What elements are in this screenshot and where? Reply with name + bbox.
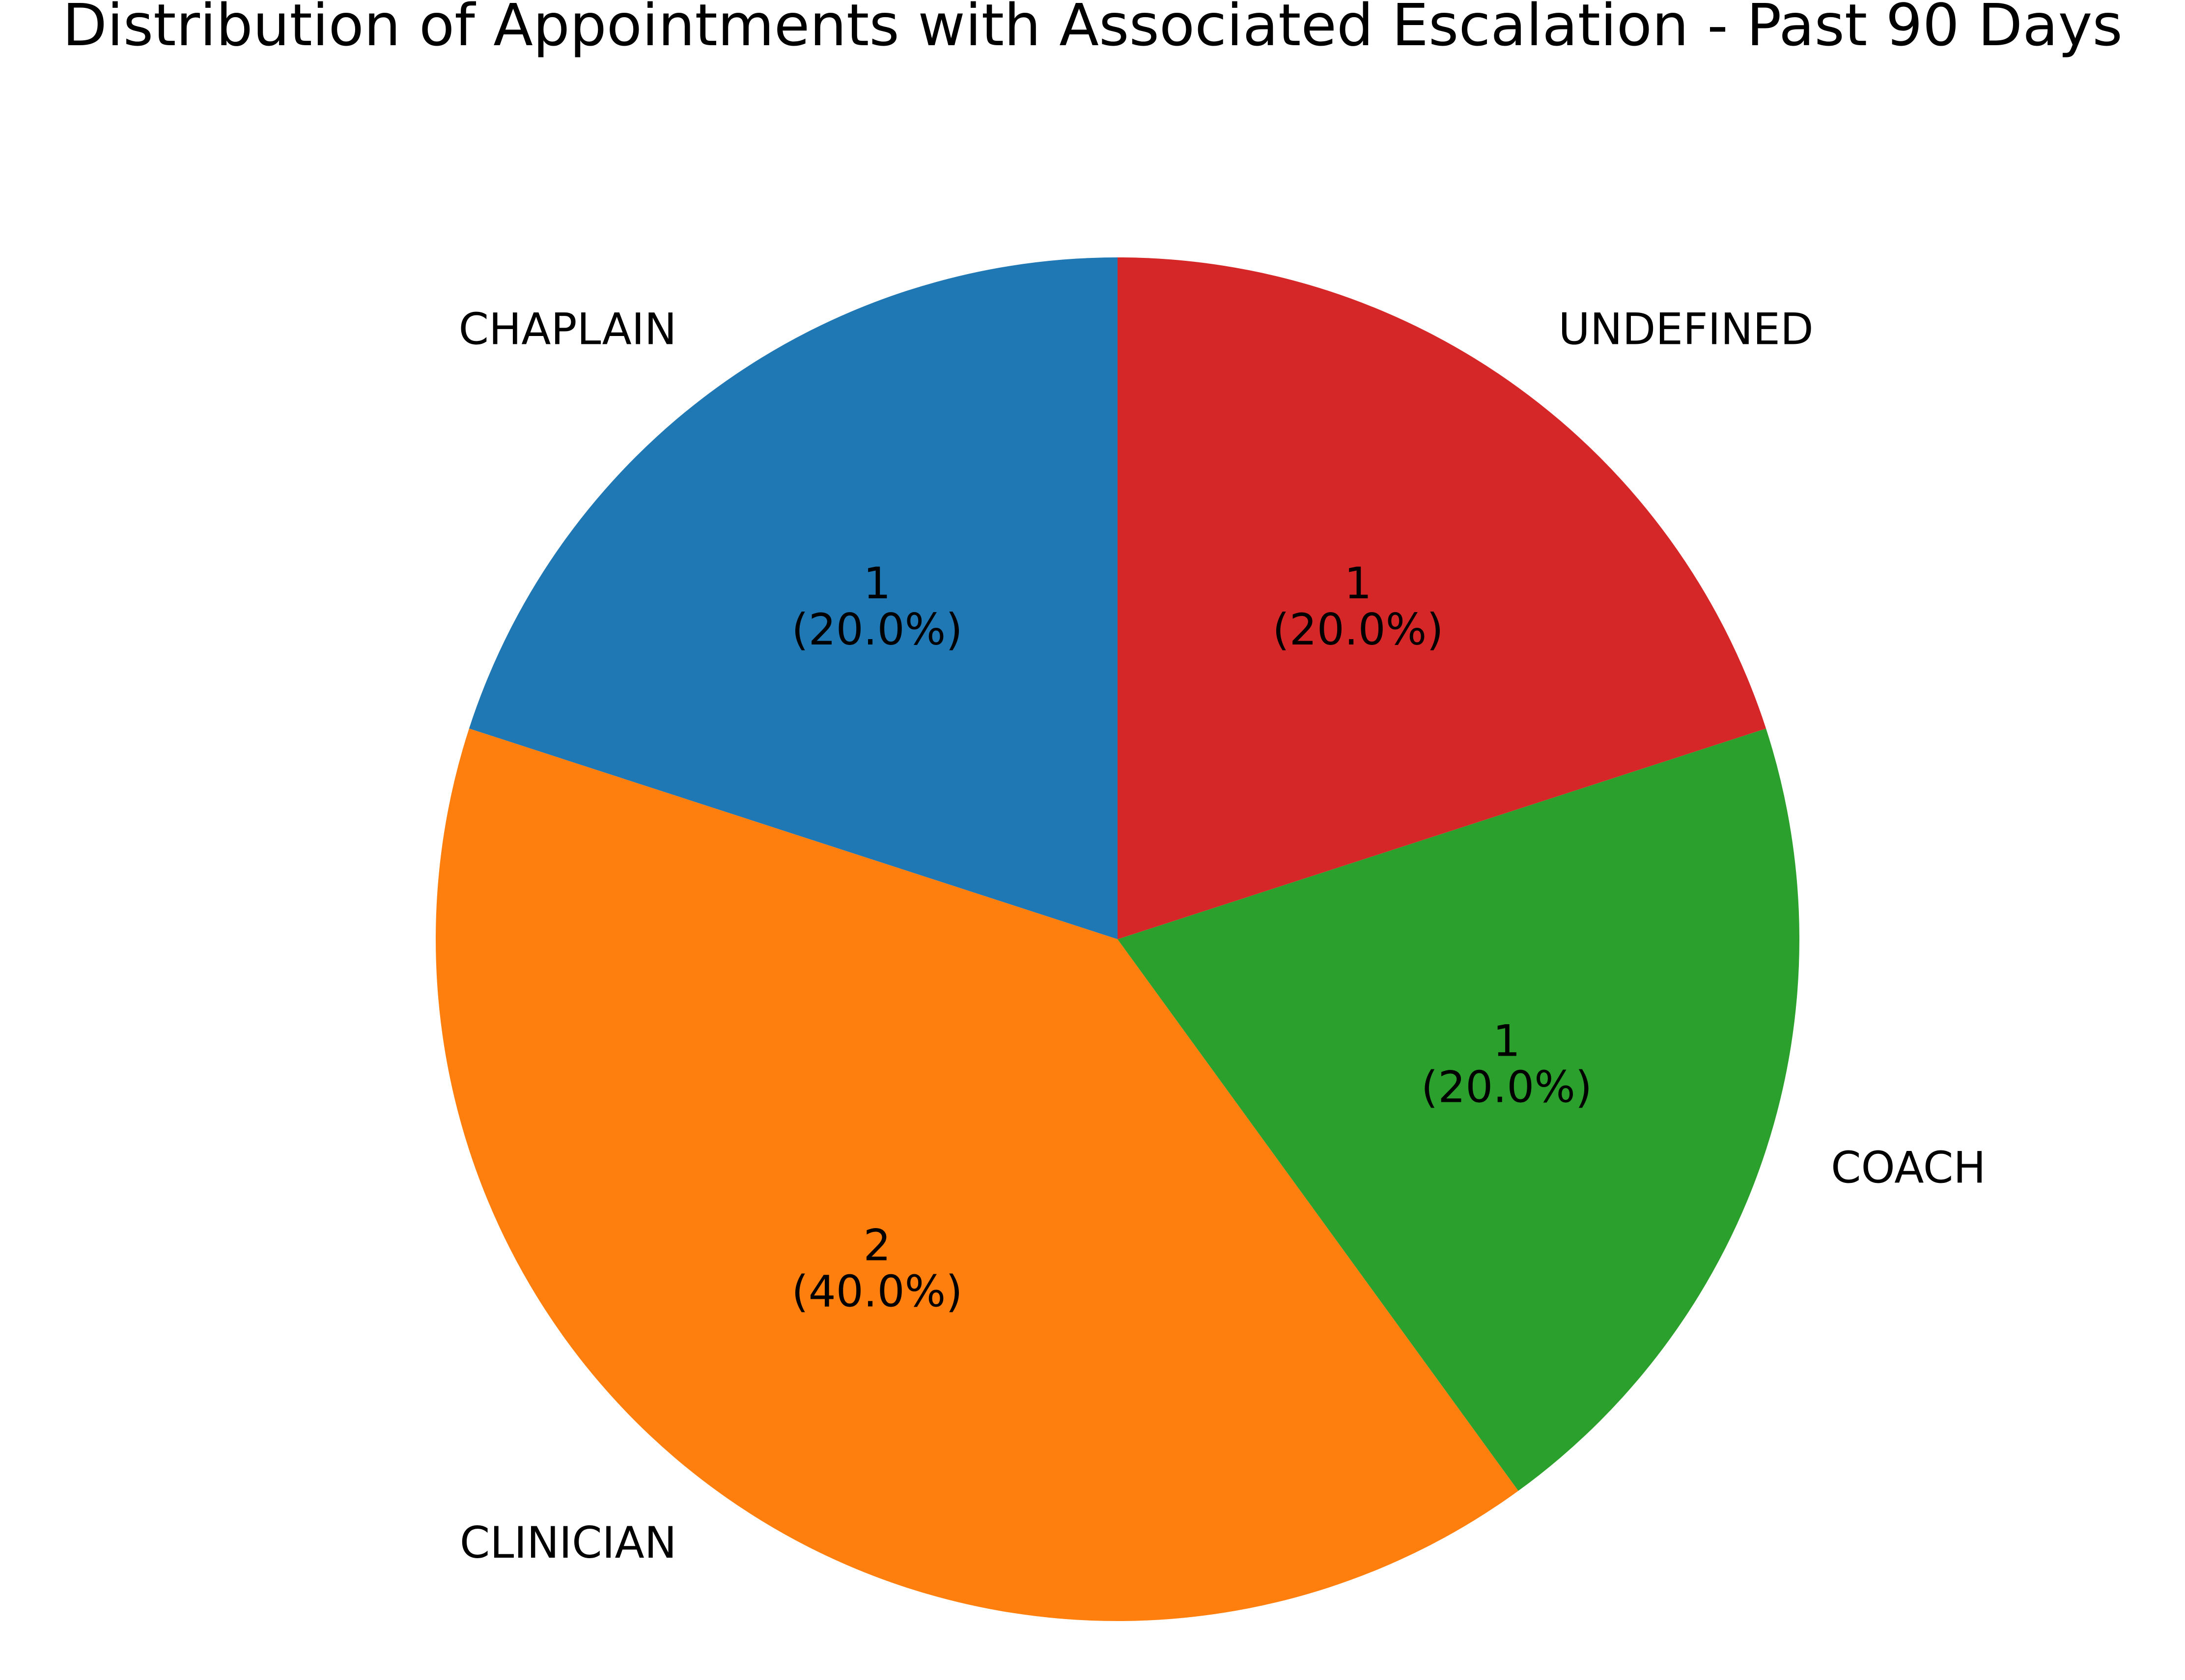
pie-slice-clinician [436,728,1518,1621]
value-label-undefined: 1 [1345,558,1372,609]
slice-label-coach: COACH [1831,1143,1986,1193]
pie-slices [436,257,1799,1621]
percent-label-undefined: (20.0%) [1272,604,1443,655]
value-label-chaplain: 1 [863,558,891,609]
pie-labels: CHAPLAIN1(20.0%)CLINICIAN2(40.0%)COACH1(… [459,304,1986,1568]
pie-slice-coach [1118,728,1799,1491]
pie-slice-chaplain [469,257,1118,939]
percent-label-chaplain: (20.0%) [791,604,962,655]
percent-label-coach: (20.0%) [1421,1062,1592,1112]
slice-label-undefined: UNDEFINED [1558,304,1813,355]
pie-slice-undefined [1118,257,1766,939]
percent-label-clinician: (40.0%) [791,1266,962,1317]
slice-label-clinician: CLINICIAN [460,1517,677,1568]
slice-label-chaplain: CHAPLAIN [459,304,677,355]
chart-title: Distribution of Appointments with Associ… [62,0,2123,59]
value-label-clinician: 2 [863,1220,891,1271]
value-label-coach: 1 [1493,1015,1520,1066]
